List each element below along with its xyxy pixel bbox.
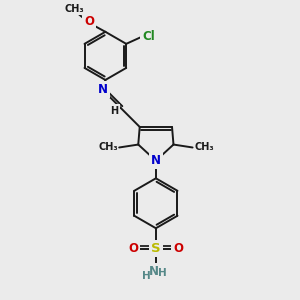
Text: N: N — [151, 154, 161, 167]
Text: H: H — [142, 271, 151, 281]
Text: S: S — [151, 242, 161, 255]
Text: O: O — [84, 15, 94, 28]
Text: N: N — [98, 83, 107, 96]
Text: H: H — [110, 106, 118, 116]
Text: Cl: Cl — [142, 30, 155, 43]
Text: CH₃: CH₃ — [98, 142, 118, 152]
Text: N: N — [148, 265, 158, 278]
Text: CH₃: CH₃ — [65, 4, 84, 14]
Text: CH₃: CH₃ — [194, 142, 214, 152]
Text: H: H — [158, 268, 167, 278]
Text: O: O — [173, 242, 184, 255]
Text: O: O — [128, 242, 138, 255]
